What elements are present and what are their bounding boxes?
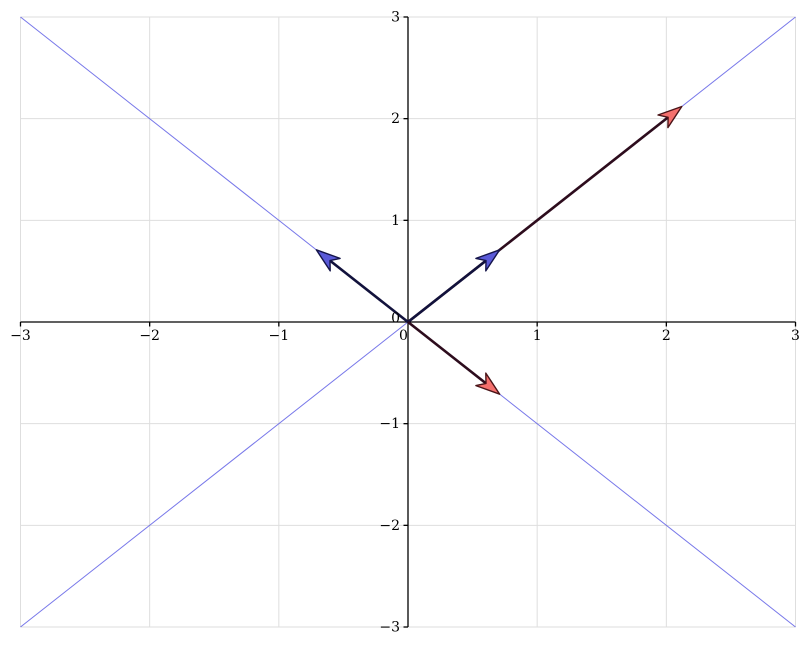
- y-tick-label: 1: [391, 213, 400, 229]
- x-tick-label: 2: [662, 328, 671, 344]
- x-tick-label: 0: [399, 328, 408, 344]
- eigenvector-1-shaft: [407, 257, 490, 324]
- x-tick-label: 3: [791, 328, 800, 344]
- eigenvector-1-arrowhead: [475, 249, 501, 272]
- eigenvector-2-shaft: [326, 257, 409, 324]
- vector-heads: [315, 105, 683, 395]
- y-tick-label: −1: [379, 416, 400, 432]
- y-tick-label: −2: [379, 518, 400, 534]
- transformed-eigenvector-2-shaft: [407, 320, 490, 387]
- x-tick-label: −2: [139, 328, 160, 344]
- x-tick-label: −1: [269, 328, 290, 344]
- x-tick-label: 1: [533, 328, 542, 344]
- y-tick-label: 0: [391, 311, 400, 327]
- eigenvector-2-arrowhead: [315, 249, 341, 272]
- x-tick-label: −3: [10, 328, 31, 344]
- transformed-eigenvector-1-arrowhead: [657, 105, 683, 129]
- vector-shafts: [326, 114, 672, 387]
- tick-labels: −3 −2 −1 0 1 2 3 −3 −2 −1 0 1 2 3: [10, 9, 800, 635]
- transformed-eigenvector-2-arrowhead: [475, 372, 501, 395]
- y-tick-label: 3: [391, 9, 400, 25]
- y-tick-label: 2: [391, 111, 400, 127]
- y-tick-label: −3: [379, 620, 400, 636]
